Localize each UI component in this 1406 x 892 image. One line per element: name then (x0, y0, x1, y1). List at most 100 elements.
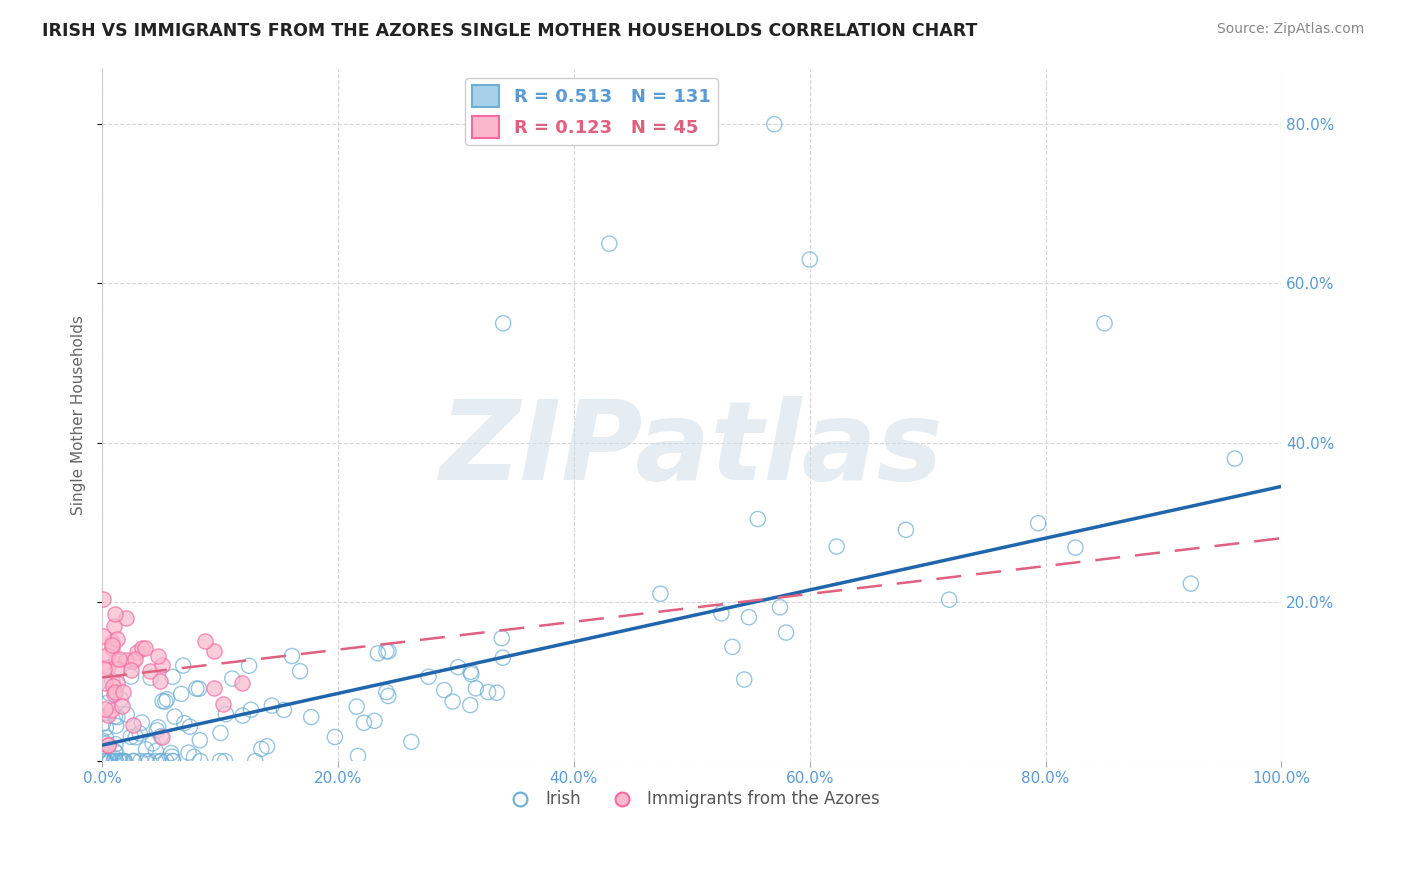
Point (170, 687, 193, 701)
Point (120, 670, 142, 684)
Point (148, 720, 170, 734)
Point (101, 634, 124, 648)
Point (135, 754, 157, 768)
Point (149, 729, 172, 743)
Point (111, 754, 134, 768)
Point (100, 703, 122, 717)
Point (105, 719, 128, 733)
Point (194, 633, 217, 648)
Point (256, 739, 278, 754)
Point (120, 663, 142, 677)
Y-axis label: Single Mother Households: Single Mother Households (72, 315, 86, 515)
Point (94, 676, 117, 690)
Point (105, 632, 128, 647)
Point (115, 707, 138, 722)
Point (97, 708, 120, 723)
Point (155, 754, 177, 768)
Point (94, 754, 117, 768)
Point (747, 512, 769, 526)
Point (209, 726, 232, 740)
Point (799, 252, 821, 267)
Point (107, 710, 129, 724)
Point (163, 709, 186, 723)
Point (93, 742, 115, 756)
Point (101, 638, 124, 652)
Point (142, 736, 165, 750)
Point (115, 653, 138, 667)
Point (101, 640, 124, 655)
Point (188, 754, 211, 768)
Point (108, 754, 131, 768)
Point (122, 754, 145, 768)
Point (323, 730, 346, 744)
Point (281, 648, 304, 663)
Point (114, 610, 136, 624)
Point (101, 673, 124, 688)
Point (177, 746, 200, 760)
Point (104, 745, 127, 759)
Point (162, 754, 184, 768)
Point (97, 738, 120, 752)
Point (162, 754, 184, 768)
Point (97, 738, 120, 752)
Point (94, 721, 117, 735)
Point (710, 607, 733, 621)
Point (377, 689, 399, 703)
Point (103, 687, 125, 701)
Point (738, 610, 761, 624)
Point (104, 754, 127, 768)
Point (120, 730, 142, 744)
Point (367, 646, 389, 660)
Point (215, 707, 238, 722)
Point (104, 737, 127, 751)
Point (491, 631, 513, 645)
Point (221, 672, 243, 686)
Point (96, 648, 118, 662)
Point (97, 660, 120, 674)
Point (152, 694, 174, 708)
Point (825, 540, 848, 554)
Point (104, 709, 127, 723)
Point (460, 665, 482, 679)
Point (214, 754, 236, 768)
Point (160, 749, 183, 764)
Point (433, 683, 456, 698)
Point (347, 749, 370, 764)
Point (894, 523, 917, 537)
Point (202, 644, 225, 658)
Point (150, 658, 173, 673)
Point (492, 650, 515, 665)
Point (1064, 541, 1087, 555)
Point (94, 702, 117, 716)
Point (1026, 516, 1049, 531)
Point (162, 670, 184, 684)
Point (134, 641, 156, 656)
Point (447, 660, 470, 674)
Point (1094, 316, 1116, 330)
Point (485, 686, 508, 700)
Text: ZIPatlas: ZIPatlas (440, 396, 943, 503)
Point (156, 692, 179, 706)
Point (183, 750, 205, 764)
Point (105, 651, 128, 665)
Point (101, 679, 124, 693)
Point (103, 754, 125, 768)
Point (139, 671, 162, 685)
Point (232, 708, 254, 723)
Point (125, 731, 148, 745)
Point (733, 673, 755, 687)
Point (110, 692, 132, 706)
Point (1223, 451, 1246, 466)
Point (149, 754, 172, 768)
Point (231, 676, 253, 690)
Point (104, 685, 127, 699)
Point (240, 703, 263, 717)
Point (122, 654, 145, 668)
Point (114, 754, 136, 768)
Point (103, 619, 125, 633)
Point (458, 698, 481, 712)
Point (121, 718, 143, 732)
Point (127, 645, 149, 659)
Point (98, 754, 121, 768)
Point (209, 754, 232, 768)
